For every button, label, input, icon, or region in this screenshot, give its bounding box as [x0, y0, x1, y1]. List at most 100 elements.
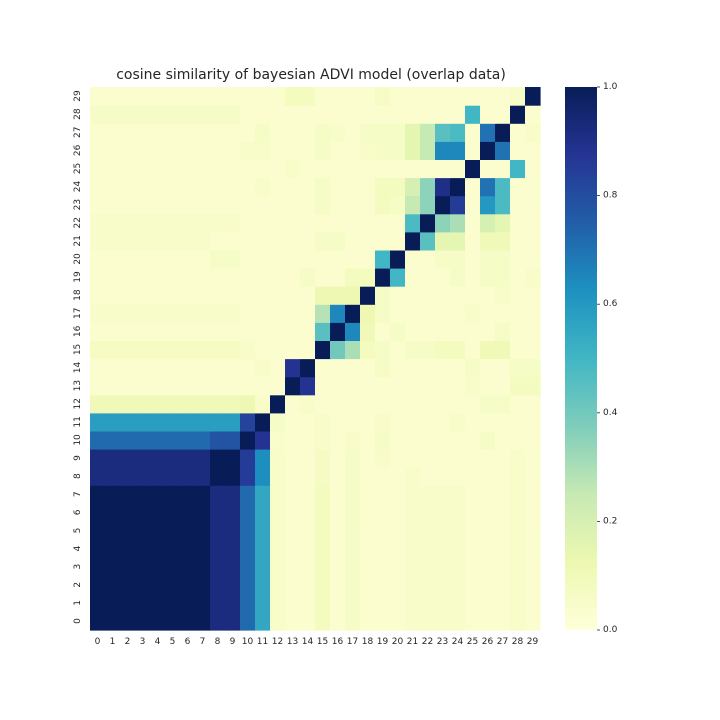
heatmap-cell — [165, 593, 181, 613]
y-tick-label: 18 — [73, 289, 83, 301]
heatmap-cell — [465, 557, 481, 577]
heatmap-cell — [345, 358, 361, 378]
heatmap-cell — [420, 195, 436, 215]
heatmap-cell — [90, 105, 106, 124]
heatmap-cell — [375, 575, 391, 595]
heatmap-cell — [450, 322, 466, 341]
heatmap-cell — [375, 394, 391, 414]
heatmap-cell — [180, 141, 196, 160]
heatmap-cell — [195, 394, 211, 414]
heatmap-cell — [405, 141, 421, 160]
heatmap-cell — [360, 430, 376, 450]
heatmap-cell — [495, 611, 511, 631]
heatmap-cell — [180, 231, 196, 251]
y-tick-label: 24 — [73, 181, 83, 193]
heatmap-cell — [270, 105, 286, 124]
heatmap-cell — [510, 141, 526, 160]
heatmap-cell — [150, 123, 166, 142]
heatmap-cell — [435, 376, 451, 396]
heatmap-cell — [345, 575, 361, 595]
heatmap-cell — [195, 358, 211, 378]
heatmap-cell — [390, 539, 406, 559]
heatmap-cell — [450, 503, 466, 522]
heatmap-cell — [390, 159, 406, 179]
heatmap-cell — [210, 286, 226, 305]
heatmap-cell — [165, 322, 181, 341]
heatmap-cell — [225, 213, 241, 233]
heatmap-cell — [120, 575, 136, 595]
x-tick-label: 20 — [392, 637, 404, 647]
heatmap-cell — [525, 358, 541, 378]
heatmap-cell — [510, 358, 526, 378]
x-tick-label: 13 — [287, 637, 298, 647]
heatmap-cell — [360, 304, 376, 323]
heatmap-cell — [450, 557, 466, 577]
heatmap-cell — [255, 177, 271, 197]
heatmap-cell — [90, 249, 106, 269]
heatmap-cell — [450, 593, 466, 613]
heatmap-cell — [120, 539, 136, 559]
heatmap-cell — [420, 213, 436, 233]
heatmap-cell — [435, 340, 451, 360]
heatmap-cells — [90, 87, 541, 631]
heatmap-cell — [240, 593, 256, 613]
heatmap-cell — [210, 485, 226, 504]
heatmap-cell — [165, 412, 181, 432]
heatmap-cell — [360, 286, 376, 305]
heatmap-cell — [300, 322, 316, 341]
heatmap-cell — [420, 611, 436, 631]
heatmap-cell — [525, 286, 541, 305]
heatmap-cell — [375, 304, 391, 323]
heatmap-cell — [330, 123, 346, 142]
heatmap-cell — [90, 213, 106, 233]
heatmap-cell — [345, 177, 361, 197]
heatmap-cell — [450, 467, 466, 486]
heatmap-cell — [135, 286, 151, 305]
heatmap-cell — [270, 575, 286, 595]
heatmap-cell — [525, 557, 541, 577]
heatmap-cell — [270, 485, 286, 504]
heatmap-cell — [225, 394, 241, 414]
heatmap-cell — [345, 340, 361, 360]
y-tick-label: 20 — [73, 253, 83, 265]
heatmap-cell — [315, 358, 331, 378]
heatmap-cell — [225, 105, 241, 124]
heatmap-cell — [510, 87, 526, 106]
heatmap-cell — [525, 231, 541, 251]
heatmap-cell — [135, 249, 151, 269]
heatmap-cell — [135, 521, 151, 541]
heatmap-cell — [435, 322, 451, 341]
heatmap-cell — [120, 358, 136, 378]
heatmap-cell — [390, 177, 406, 197]
heatmap-cell — [150, 539, 166, 559]
heatmap-cell — [255, 467, 271, 486]
heatmap-cell — [435, 213, 451, 233]
heatmap-cell — [435, 231, 451, 251]
heatmap-cell — [390, 231, 406, 251]
heatmap-cell — [165, 304, 181, 323]
heatmap-cell — [435, 467, 451, 486]
heatmap-cell — [450, 521, 466, 541]
y-tick-label: 14 — [73, 362, 83, 374]
heatmap-cell — [150, 195, 166, 215]
heatmap-cell — [495, 177, 511, 197]
heatmap-cell — [420, 286, 436, 305]
heatmap-cell — [465, 304, 481, 323]
heatmap-cell — [360, 557, 376, 577]
heatmap-cell — [345, 286, 361, 305]
heatmap-cell — [315, 141, 331, 160]
heatmap-cell — [135, 141, 151, 160]
heatmap-cell — [210, 430, 226, 450]
heatmap-cell — [390, 611, 406, 631]
heatmap-cell — [480, 539, 496, 559]
heatmap-cell — [225, 123, 241, 142]
heatmap-cell — [525, 177, 541, 197]
heatmap-cell — [300, 231, 316, 251]
heatmap-cell — [180, 575, 196, 595]
heatmap-cell — [255, 394, 271, 414]
heatmap-cell — [420, 575, 436, 595]
heatmap-cell — [510, 304, 526, 323]
x-tick-label: 4 — [155, 637, 161, 647]
heatmap-cell — [480, 521, 496, 541]
heatmap-cell — [405, 449, 421, 468]
